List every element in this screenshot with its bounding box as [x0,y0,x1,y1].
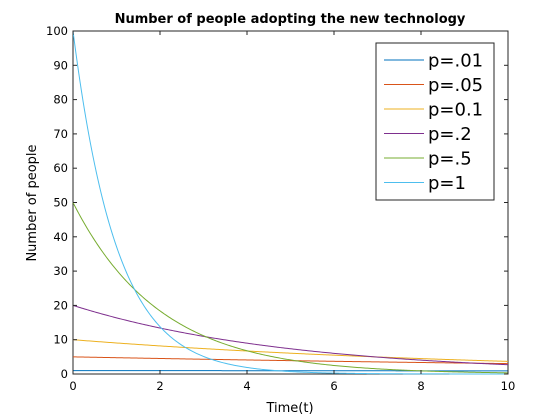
series-layer [72,30,509,375]
x-tick-label-3: 6 [330,379,337,393]
y-tick-label-1: 10 [53,333,68,347]
y-tick-label-2: 20 [53,298,68,312]
y-tick-label-7: 70 [53,127,68,141]
series-line-2 [72,339,509,362]
legend-label-3: p=.2 [428,124,472,145]
x-tick-label-5: 10 [501,379,516,393]
legend-label-2: p=0.1 [428,100,483,121]
legend-label-0: p=.01 [428,51,483,72]
legend: p=.01 p=.05 p=0.1 p=.2 p=.5 p=1 [375,42,495,201]
x-tick-label-0: 0 [69,379,76,393]
y-tick-label-3: 30 [53,264,68,278]
series-line-4 [72,202,509,374]
y-tick-label-9: 90 [53,58,68,72]
x-axis-label: Time(t) [265,401,313,416]
series-line-1 [72,356,509,365]
x-tick-label-4: 8 [417,379,424,393]
y-axis-label: Number of people [25,144,40,261]
legend-label-1: p=.05 [428,75,483,96]
y-tick-label-6: 60 [53,161,68,175]
y-tick-label-0: 0 [61,367,68,381]
y-tick-label-5: 50 [53,196,68,210]
y-tick-label-8: 80 [53,93,68,107]
y-tick-label-4: 40 [53,230,68,244]
x-tick-label-2: 4 [243,379,250,393]
chart-title: Number of people adopting the new techno… [115,12,466,27]
series-line-3 [72,304,509,366]
legend-box [375,42,495,201]
series-line-5 [72,30,508,375]
y-tick-label-10: 100 [46,24,68,38]
legend-label-4: p=.5 [428,149,472,170]
x-tick-label-1: 2 [156,379,163,393]
legend-label-5: p=1 [428,173,466,194]
